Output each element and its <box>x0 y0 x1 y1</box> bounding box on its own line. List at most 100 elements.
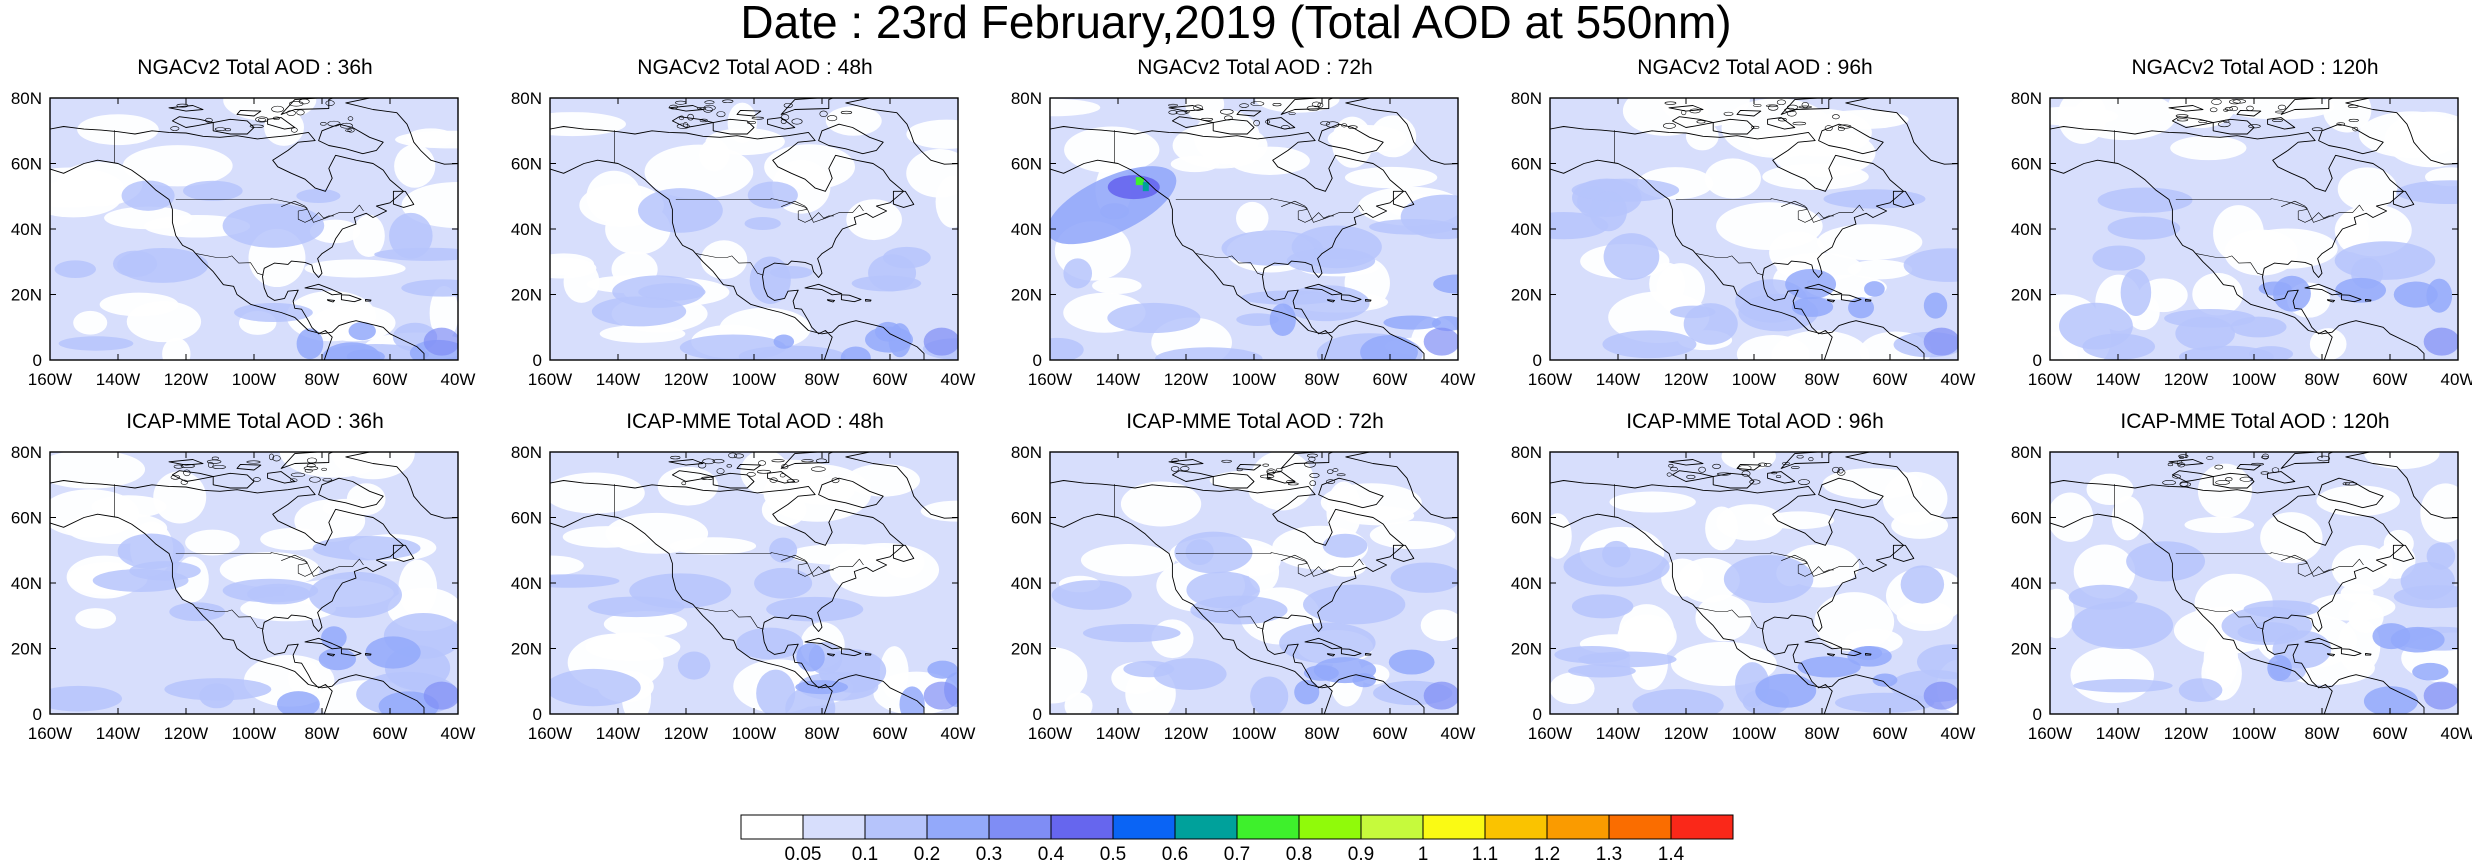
lon-tick-label: 60W <box>373 724 408 743</box>
aod-field <box>50 98 458 360</box>
colorbar-swatch <box>1608 814 1672 840</box>
axis-labels: 160W 140W 120W 100W 80W 60W 40W 0 20N 40N 60N 80N <box>1011 443 1476 743</box>
lat-tick-label: 80N <box>511 443 542 462</box>
lat-tick-label: 0 <box>1033 705 1042 724</box>
axis-labels: 160W 140W 120W 100W 80W 60W 40W 0 20N 40N 60N 80N <box>1511 89 1976 389</box>
lon-tick-label: 80W <box>1305 724 1340 743</box>
colorbar-swatch <box>1422 814 1486 840</box>
colorbar-label: 1.2 <box>1534 844 1560 862</box>
lon-tick-label: 80W <box>2305 724 2340 743</box>
lon-tick-label: 160W <box>528 370 572 389</box>
lon-tick-label: 120W <box>664 370 708 389</box>
panel-title: NGACv2 Total AOD : 36h <box>137 56 373 79</box>
coastline-layer <box>1050 98 1458 360</box>
lat-tick-label: 20N <box>511 286 542 305</box>
map-panel-icap-48h: ICAP-MME Total AOD : 48h 160W 140W 120W 100… <box>500 410 976 743</box>
colorbar-label: 0.9 <box>1348 844 1374 862</box>
lon-tick-label: 120W <box>1664 370 1708 389</box>
colorbar-label: 0.1 <box>852 844 878 862</box>
lat-tick-label: 80N <box>1011 443 1042 462</box>
colorbar-label: 0.3 <box>976 844 1002 862</box>
lat-tick-label: 0 <box>33 351 42 370</box>
coastline-layer <box>50 452 458 714</box>
aod-field <box>50 452 458 714</box>
lat-tick-label: 0 <box>1533 705 1542 724</box>
colorbar-swatch <box>926 814 990 840</box>
map-plot-area <box>1549 97 1959 361</box>
map-plot-area <box>1049 97 1459 361</box>
lat-tick-label: 40N <box>1511 220 1542 239</box>
lon-tick-label: 140W <box>1596 370 1640 389</box>
lon-tick-label: 160W <box>2028 724 2072 743</box>
lon-tick-label: 60W <box>2373 370 2408 389</box>
panel-title: ICAP-MME Total AOD : 36h <box>126 410 384 433</box>
lat-tick-label: 20N <box>511 640 542 659</box>
lon-tick-label: 140W <box>1596 724 1640 743</box>
coastline-layer <box>2050 452 2458 714</box>
aod-map: 160W 140W 120W 100W 80W 60W 40W 0 20N 40N 60N 80N <box>11 89 476 389</box>
colorbar-label: 0.5 <box>1100 844 1126 862</box>
lat-tick-label: 0 <box>33 705 42 724</box>
map-plot-area <box>2049 97 2459 361</box>
lat-tick-label: 40N <box>2011 574 2042 593</box>
map-panel-icap-120h: ICAP-MME Total AOD : 120h 160W 140W 120W 10… <box>2000 410 2472 743</box>
aod-map: 160W 140W 120W 100W 80W 60W 40W 0 20N 40N 60N 80N <box>2011 443 2472 743</box>
lat-tick-label: 80N <box>11 443 42 462</box>
lon-tick-label: 80W <box>805 370 840 389</box>
map-panel-icap-96h: ICAP-MME Total AOD : 96h 160W 140W 120W 100… <box>1500 410 1976 743</box>
colorbar-label: 1.1 <box>1472 844 1498 862</box>
colorbar-swatch <box>1298 814 1362 840</box>
aod-field <box>1550 452 1958 714</box>
map-panel-icap-36h: ICAP-MME Total AOD : 36h 160W 140W 120W 100… <box>0 410 476 743</box>
panel-title: NGACv2 Total AOD : 120h <box>2131 56 2379 79</box>
lat-tick-label: 60N <box>2011 155 2042 174</box>
lon-tick-label: 80W <box>2305 370 2340 389</box>
aod-map: 160W 140W 120W 100W 80W 60W 40W 0 20N 40N 60N 80N <box>1511 89 1976 389</box>
lat-tick-label: 60N <box>1511 155 1542 174</box>
lon-tick-label: 60W <box>1873 724 1908 743</box>
lon-tick-label: 60W <box>1873 370 1908 389</box>
coastline-layer <box>1550 452 1958 714</box>
aod-map: 160W 140W 120W 100W 80W 60W 40W 0 20N 40N 60N 80N <box>2011 89 2472 389</box>
colorbar-swatch <box>1236 814 1300 840</box>
axis-labels: 160W 140W 120W 100W 80W 60W 40W 0 20N 40N 60N 80N <box>1011 89 1476 389</box>
lat-tick-label: 60N <box>511 155 542 174</box>
lat-tick-label: 40N <box>1011 574 1042 593</box>
map-panel-ngac-96h: NGACv2 Total AOD : 96h 160W 140W 120W 100W 8… <box>1500 56 1976 389</box>
aod-field <box>550 452 958 714</box>
panel-title: ICAP-MME Total AOD : 96h <box>1626 410 1884 433</box>
panel-title: NGACv2 Total AOD : 48h <box>637 56 873 79</box>
lon-tick-label: 60W <box>373 370 408 389</box>
axis-labels: 160W 140W 120W 100W 80W 60W 40W 0 20N 40N 60N 80N <box>11 89 476 389</box>
aod-field <box>2050 98 2458 360</box>
lat-tick-label: 20N <box>11 640 42 659</box>
colorbar-label: 1.3 <box>1596 844 1622 862</box>
lat-tick-label: 20N <box>1511 640 1542 659</box>
lon-tick-label: 160W <box>1028 370 1072 389</box>
lon-tick-label: 120W <box>1164 724 1208 743</box>
lat-tick-label: 0 <box>2033 705 2042 724</box>
colorbar-swatch <box>1546 814 1610 840</box>
colorbar-label: 0.05 <box>785 844 822 862</box>
lat-tick-label: 0 <box>533 351 542 370</box>
aod-map: 160W 140W 120W 100W 80W 60W 40W 0 20N 40N 60N 80N <box>11 443 476 743</box>
colorbar-label: 0.2 <box>914 844 940 862</box>
map-plot-area <box>2049 451 2459 715</box>
lon-tick-label: 80W <box>805 724 840 743</box>
lon-tick-label: 120W <box>2164 724 2208 743</box>
lat-tick-label: 60N <box>11 155 42 174</box>
lat-tick-label: 80N <box>11 89 42 108</box>
colorbar-swatch <box>1670 814 1734 840</box>
lat-tick-label: 60N <box>1011 509 1042 528</box>
panel-title: NGACv2 Total AOD : 72h <box>1137 56 1373 79</box>
lon-tick-label: 80W <box>305 724 340 743</box>
lat-tick-label: 20N <box>1011 640 1042 659</box>
lon-tick-label: 100W <box>1232 724 1276 743</box>
lon-tick-label: 160W <box>1528 370 1572 389</box>
aod-map: 160W 140W 120W 100W 80W 60W 40W 0 20N 40N 60N 80N <box>511 443 976 743</box>
lon-tick-label: 80W <box>1805 370 1840 389</box>
colorbar-swatch <box>864 814 928 840</box>
aod-field <box>1050 452 1458 714</box>
lon-tick-label: 160W <box>28 724 72 743</box>
colorbar-swatch <box>1112 814 1176 840</box>
